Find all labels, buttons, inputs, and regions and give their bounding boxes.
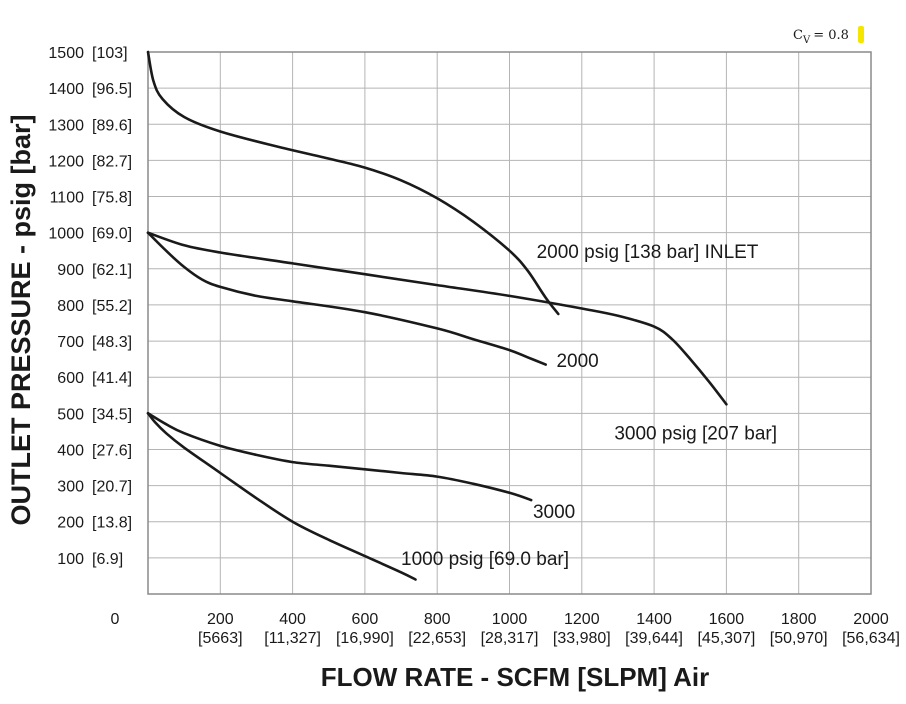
y-tick-label: 400 bbox=[57, 442, 84, 459]
y-tick-label: 200 bbox=[57, 515, 84, 532]
y-tick-sublabel: [69.0] bbox=[92, 226, 132, 243]
y-tick-label: 1400 bbox=[48, 81, 84, 98]
x-tick-sublabel: [50,970] bbox=[770, 630, 828, 647]
y-tick-sublabel: [62.1] bbox=[92, 262, 132, 279]
y-tick-sublabel: [82.7] bbox=[92, 153, 132, 170]
y-tick-sublabel: [89.6] bbox=[92, 117, 132, 134]
y-tick-label: 500 bbox=[57, 406, 84, 423]
y-tick-label: 1500 bbox=[48, 45, 84, 62]
x-tick-sublabel: [56,634] bbox=[842, 630, 900, 647]
x-tick-label: 1000 bbox=[492, 611, 528, 628]
x-tick-sublabel: [22,653] bbox=[408, 630, 466, 647]
x-tick-label: 2000 bbox=[853, 611, 889, 628]
y-tick-sublabel: [103] bbox=[92, 45, 128, 62]
cv-value: = 0.8 bbox=[813, 28, 849, 43]
y-axis-ticks: 100 [6.9] 200 [13.8] 300 [20.7] 400 [27.6] 500 [3… bbox=[48, 45, 132, 568]
x-tick-label: 200 bbox=[207, 611, 234, 628]
x-tick-label: 1800 bbox=[781, 611, 817, 628]
curve-label-2: 2000 bbox=[556, 351, 598, 372]
y-tick-sublabel: [13.8] bbox=[92, 515, 132, 532]
y-tick-sublabel: [20.7] bbox=[92, 479, 132, 496]
series-line-2 bbox=[146, 231, 728, 406]
curve-label-1: 2000 psig [138 bar] INLET bbox=[537, 242, 759, 263]
cv-subscript: V bbox=[802, 35, 811, 46]
y-tick-sublabel: [96.5] bbox=[92, 81, 132, 98]
y-tick-sublabel: [41.4] bbox=[92, 370, 132, 387]
y-axis-title: OUTLET PRESSURE - psig [bar] bbox=[6, 114, 36, 525]
series-line-4 bbox=[146, 412, 533, 502]
curves bbox=[146, 50, 728, 581]
svg-text:CV= 0.8: CV = 0.8 bbox=[793, 28, 849, 46]
y-tick-label: 300 bbox=[57, 479, 84, 496]
curve-label-3: 3000 psig [207 bar] bbox=[614, 423, 777, 444]
x-tick-sublabel: [33,980] bbox=[553, 630, 611, 647]
curve-label-5: 1000 psig [69.0 bar] bbox=[401, 549, 569, 570]
y-tick-label: 900 bbox=[57, 262, 84, 279]
x-tick-sublabel: [39,644] bbox=[625, 630, 683, 647]
cv-legend: CV = 0.8 bbox=[793, 26, 864, 46]
x-tick-label: 600 bbox=[352, 611, 379, 628]
y-tick-sublabel: [75.8] bbox=[92, 190, 132, 207]
y-tick-sublabel: [27.6] bbox=[92, 442, 132, 459]
cv-marker bbox=[858, 26, 864, 43]
y-tick-label: 1100 bbox=[50, 190, 85, 207]
series-line-1 bbox=[146, 50, 560, 316]
y-tick-label: 100 bbox=[57, 551, 84, 568]
grid bbox=[148, 51, 871, 594]
series-line-5 bbox=[146, 412, 417, 581]
x-axis-ticks: 0 200 [5663] 400 [11,327] 600 [16,990] 800 [22,6… bbox=[111, 611, 900, 647]
y-tick-label: 1200 bbox=[48, 153, 84, 170]
x-tick-sublabel: [45,307] bbox=[697, 630, 755, 647]
series-line-3 bbox=[146, 231, 547, 366]
x-tick-sublabel: [5663] bbox=[198, 630, 242, 647]
x-tick-label: 1200 bbox=[564, 611, 600, 628]
y-tick-label: 700 bbox=[57, 334, 84, 351]
x-tick-sublabel: [28,317] bbox=[481, 630, 539, 647]
x-tick-label: 400 bbox=[279, 611, 306, 628]
x-tick-sublabel: [16,990] bbox=[336, 630, 394, 647]
y-tick-sublabel: [48.3] bbox=[92, 334, 132, 351]
x-tick-label: 1600 bbox=[709, 611, 745, 628]
y-tick-label: 600 bbox=[57, 370, 84, 387]
y-tick-sublabel: [55.2] bbox=[92, 298, 132, 315]
x-axis-title: FLOW RATE - SCFM [SLPM] Air bbox=[321, 662, 710, 692]
curve-label-4: 3000 bbox=[533, 502, 575, 523]
cv-symbol: C bbox=[793, 28, 803, 43]
curve-annotations: 2000 psig [138 bar] INLET 2000 3000 psig [… bbox=[401, 242, 777, 570]
y-tick-sublabel: [34.5] bbox=[92, 406, 132, 423]
plot-frame bbox=[147, 51, 872, 595]
y-tick-sublabel: [6.9] bbox=[92, 551, 123, 568]
x-tick-sublabel: [11,327] bbox=[264, 630, 321, 647]
y-tick-label: 800 bbox=[57, 298, 84, 315]
x-tick-label: 1400 bbox=[636, 611, 672, 628]
y-tick-label: 1300 bbox=[48, 117, 84, 134]
y-tick-label: 1000 bbox=[48, 226, 84, 243]
x-tick-label: 800 bbox=[424, 611, 451, 628]
x-tick-label: 0 bbox=[111, 611, 120, 628]
